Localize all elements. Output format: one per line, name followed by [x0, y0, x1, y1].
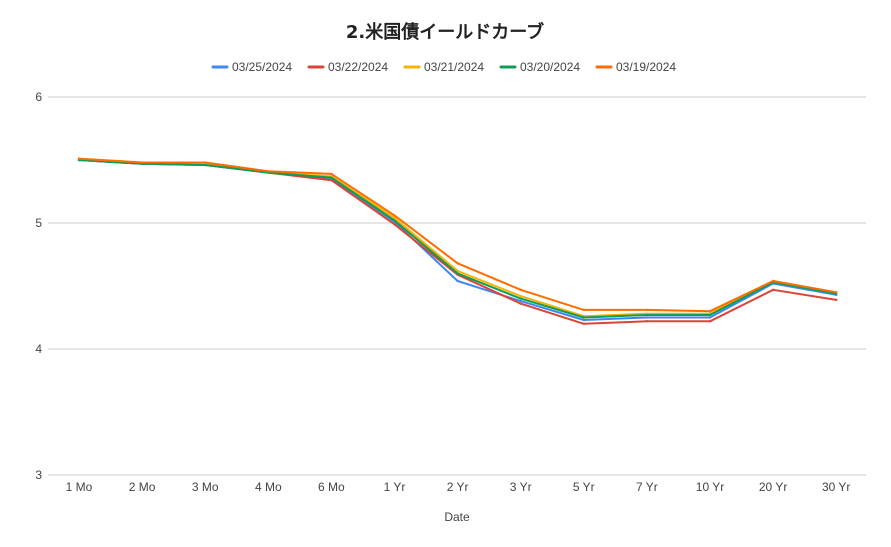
legend-label: 03/22/2024: [328, 60, 388, 74]
chart-title: 2.米国債イールドカーブ: [346, 21, 544, 43]
x-tick-label: 3 Mo: [192, 480, 219, 494]
data-point: [708, 313, 712, 317]
x-tick-label: 4 Mo: [255, 480, 282, 494]
data-point: [456, 262, 459, 265]
data-point: [645, 313, 649, 317]
series-line-03-25-2024: [78, 159, 838, 321]
x-tick-label: 6 Mo: [318, 480, 345, 494]
x-tick-label: 30 Yr: [822, 480, 850, 494]
legend-item[interactable]: 03/21/2024: [403, 60, 484, 74]
data-point: [204, 161, 207, 164]
series-line-03-22-2024: [78, 159, 838, 325]
x-tick-label: 2 Yr: [447, 480, 469, 494]
y-tick-label: 5: [35, 216, 42, 230]
x-tick-label: 2 Mo: [129, 480, 156, 494]
series-lines: [77, 157, 838, 325]
data-point: [456, 269, 459, 273]
x-tick-label: 1 Yr: [384, 480, 406, 494]
legend-item[interactable]: 03/20/2024: [499, 60, 580, 74]
series-line-03-19-2024: [78, 157, 838, 313]
x-tick-label: 5 Yr: [573, 480, 595, 494]
x-tick-label: 7 Yr: [636, 480, 658, 494]
data-point: [771, 279, 775, 283]
data-point: [582, 318, 585, 322]
gridlines: [48, 96, 866, 476]
legend-item[interactable]: 03/22/2024: [307, 60, 388, 74]
data-point: [267, 170, 270, 173]
data-point: [330, 176, 333, 179]
data-point: [393, 219, 396, 222]
legend-item[interactable]: 03/19/2024: [595, 60, 676, 74]
data-point: [708, 316, 712, 319]
data-point: [140, 161, 144, 164]
x-tick-label: 20 Yr: [759, 480, 787, 494]
x-axis-ticks: 1 Mo 2 Mo 3 Mo 4 Mo 6 Mo 1 Yr 2 Yr 3 Yr 5 Yr 7 Yr…: [66, 480, 851, 494]
legend-label: 03/21/2024: [424, 60, 484, 74]
x-tick-label: 3 Yr: [510, 480, 532, 494]
x-axis-title: Date: [444, 510, 470, 524]
data-point: [771, 288, 775, 291]
data-point: [519, 294, 522, 298]
data-point: [835, 291, 838, 294]
y-axis-ticks: 3 4 5 6: [35, 90, 42, 482]
data-point: [204, 163, 207, 167]
data-point: [393, 216, 396, 220]
data-point: [645, 308, 649, 312]
data-point: [582, 322, 585, 325]
data-point: [519, 302, 522, 305]
series-line-03-21-2024: [78, 157, 838, 318]
data-point: [456, 279, 459, 283]
y-tick-label: 3: [35, 468, 42, 482]
x-tick-label: 1 Mo: [66, 480, 93, 494]
data-point: [393, 214, 396, 217]
legend-item[interactable]: 03/25/2024: [211, 60, 292, 74]
chart-legend: 03/25/2024 03/22/2024 03/21/2024 03/20/2024…: [211, 60, 676, 74]
data-point: [708, 310, 712, 313]
data-point: [582, 308, 585, 312]
y-tick-label: 6: [35, 90, 42, 104]
data-point: [77, 157, 81, 160]
data-point: [519, 299, 522, 303]
data-point: [456, 272, 459, 275]
data-point: [330, 178, 333, 182]
series-line-03-20-2024: [78, 159, 838, 319]
data-point: [582, 316, 585, 319]
data-point: [835, 298, 838, 302]
data-point: [708, 320, 712, 323]
legend-label: 03/20/2024: [520, 60, 580, 74]
y-tick-label: 4: [35, 342, 42, 356]
data-point: [330, 172, 333, 176]
x-tick-label: 10 Yr: [696, 480, 724, 494]
data-point: [393, 223, 396, 226]
data-point: [645, 316, 649, 319]
legend-label: 03/25/2024: [232, 60, 292, 74]
data-point: [519, 288, 522, 291]
data-point: [645, 320, 649, 323]
legend-label: 03/19/2024: [616, 60, 676, 74]
data-point: [519, 297, 522, 300]
